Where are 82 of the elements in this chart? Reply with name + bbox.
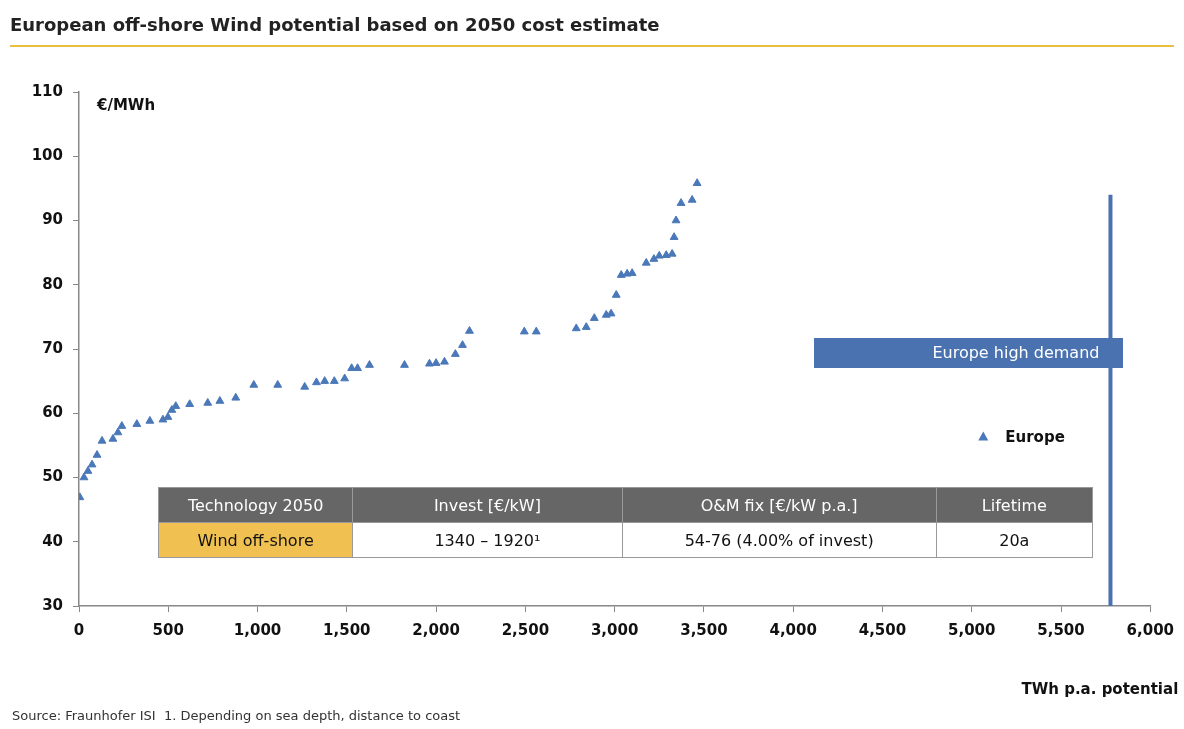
point <box>465 326 474 334</box>
annotation: Technology 2050 <box>158 487 353 523</box>
point <box>249 379 259 388</box>
point <box>671 215 681 224</box>
point <box>687 194 697 203</box>
y-tick-label: 40 <box>42 531 63 550</box>
point <box>132 419 142 427</box>
point <box>450 349 460 357</box>
point <box>654 250 664 259</box>
point <box>145 415 155 424</box>
x-tick-label: 0 <box>73 620 85 639</box>
point <box>458 340 467 348</box>
point <box>79 472 89 481</box>
point <box>203 397 213 406</box>
point <box>340 373 350 382</box>
point <box>329 376 339 384</box>
annotation: Lifetime <box>936 487 1093 523</box>
point <box>185 399 195 408</box>
point <box>113 427 123 436</box>
y-tick-label: 50 <box>42 467 63 486</box>
point <box>231 392 241 401</box>
annotation: 20a <box>936 522 1093 558</box>
y-tick-label: 70 <box>42 338 63 357</box>
annotation: 54-76 (4.00% of invest) <box>622 522 937 558</box>
y-tick-label: 80 <box>42 274 63 293</box>
x-tick-label: 4,500 <box>858 620 907 639</box>
x-tick-label: 500 <box>152 620 184 639</box>
x-tick-label: 6,000 <box>1126 620 1174 639</box>
point <box>425 358 434 367</box>
x-axis-title: TWh p.a. potential <box>1021 679 1179 698</box>
x-tick-label: 3,500 <box>680 620 728 639</box>
legend-label: Europe <box>1005 428 1065 447</box>
point <box>92 450 102 458</box>
point <box>163 412 173 420</box>
label-box: Europe high demand <box>814 337 1124 368</box>
x-tick-label: 1,500 <box>323 620 371 639</box>
annotation: O&M fix [€/kW p.a.] <box>622 487 937 523</box>
point <box>669 232 679 240</box>
point <box>215 396 225 404</box>
y-tick-label: 110 <box>31 81 63 100</box>
point <box>692 178 702 186</box>
x-tick-label: 5,500 <box>1037 620 1085 639</box>
point <box>676 198 686 206</box>
point <box>300 381 310 390</box>
annotation: Invest [€/kW] <box>352 487 623 523</box>
y-tick-label: 60 <box>42 403 63 422</box>
point <box>431 358 441 366</box>
x-tick-label: 2,500 <box>501 620 550 639</box>
x-tick-label: 4,000 <box>769 620 817 639</box>
point <box>312 377 321 386</box>
point <box>589 313 599 321</box>
point <box>117 421 127 429</box>
y-tick-label: 30 <box>42 595 63 614</box>
y-tick-label: 90 <box>42 210 63 229</box>
x-tick-label: 5,000 <box>948 620 996 639</box>
point <box>97 435 107 444</box>
y-axis-title: €/MWh <box>96 95 156 114</box>
y-tick-label: 100 <box>31 146 63 165</box>
point <box>108 433 118 442</box>
point <box>320 376 330 384</box>
chart-title: European off-shore Wind potential based on 2050 cost estimate <box>10 14 1174 47</box>
point <box>667 248 677 257</box>
point <box>611 290 621 298</box>
point <box>571 323 581 332</box>
x-tick-label: 3,000 <box>590 620 639 639</box>
point <box>365 360 374 368</box>
point <box>273 379 283 388</box>
point <box>400 360 409 368</box>
source-note: Source: Fraunhofer ISI 1. Depending on sea depth, distance to coast <box>12 708 461 724</box>
point <box>519 326 529 335</box>
point <box>83 466 93 474</box>
point <box>353 363 362 372</box>
annotation: 1340 – 1920¹ <box>352 522 623 558</box>
point <box>87 459 97 468</box>
point <box>641 257 651 266</box>
point <box>171 401 181 409</box>
annotation: Wind off-shore <box>158 522 353 558</box>
point <box>531 326 541 335</box>
point <box>581 322 591 330</box>
x-tick-label: 2,000 <box>412 620 460 639</box>
x-tick-label: 1,000 <box>233 620 282 639</box>
point <box>440 356 449 365</box>
